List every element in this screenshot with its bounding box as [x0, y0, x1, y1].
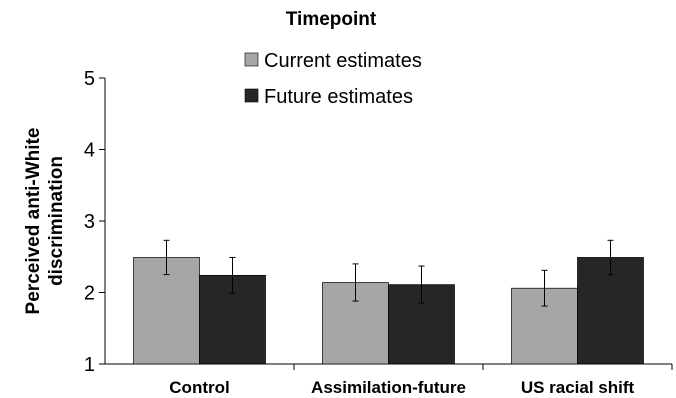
- plot-area: 1 2 3 4 5 Control Assimilation-future US racial…: [84, 68, 673, 397]
- legend-label-future: Future estimates: [264, 86, 413, 108]
- y-tick-label: 5: [84, 68, 95, 90]
- y-tick-label: 2: [84, 283, 95, 305]
- y-axis-title: Perceived anti-White discrimination: [23, 128, 67, 315]
- y-tick-label: 1: [84, 354, 95, 376]
- y-axis-title-line-1: Perceived anti-White: [23, 128, 44, 315]
- x-category-label: Control: [169, 378, 229, 397]
- x-category-label: Assimilation-future: [311, 378, 466, 397]
- legend: Timepoint Current estimates Future estim…: [244, 9, 422, 108]
- y-tick-label: 3: [84, 211, 95, 233]
- legend-swatch-future: [244, 88, 259, 103]
- y-axis-title-line-2: discrimination: [46, 156, 67, 286]
- bar-future: [577, 257, 644, 365]
- y-tick-label: 4: [84, 140, 95, 162]
- legend-swatch-current: [244, 52, 259, 67]
- x-category-label: US racial shift: [521, 378, 635, 397]
- legend-title: Timepoint: [286, 9, 377, 30]
- legend-label-current: Current estimates: [264, 50, 422, 72]
- bar-current: [133, 257, 200, 365]
